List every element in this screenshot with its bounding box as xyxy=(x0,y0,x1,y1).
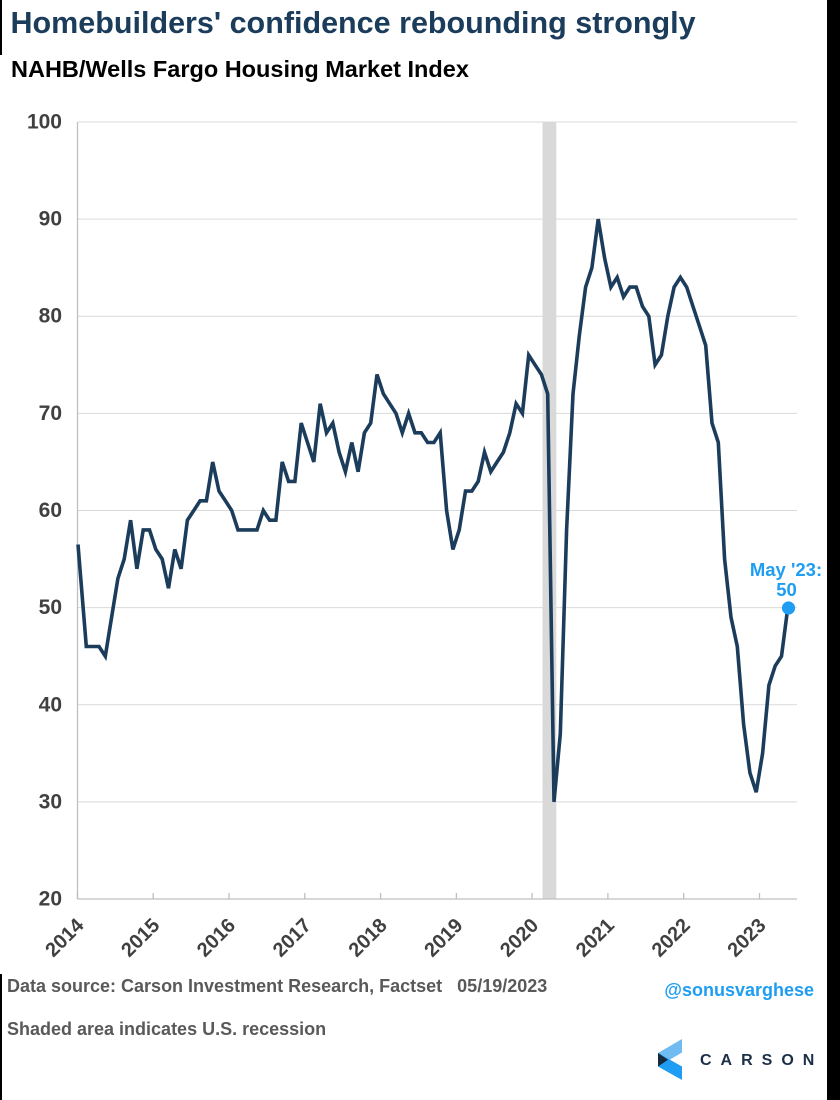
svg-text:70: 70 xyxy=(39,402,62,425)
svg-text:2018: 2018 xyxy=(345,914,392,961)
svg-text:20: 20 xyxy=(39,888,62,911)
svg-text:2022: 2022 xyxy=(648,914,695,961)
svg-text:2023: 2023 xyxy=(724,914,771,961)
svg-text:2020: 2020 xyxy=(496,914,543,961)
svg-text:40: 40 xyxy=(39,693,62,716)
svg-text:2021: 2021 xyxy=(572,914,619,961)
svg-text:2016: 2016 xyxy=(193,914,240,961)
svg-text:80: 80 xyxy=(39,305,62,328)
svg-text:50: 50 xyxy=(39,596,62,619)
svg-text:90: 90 xyxy=(39,208,62,231)
svg-text:2019: 2019 xyxy=(420,914,467,961)
svg-text:2017: 2017 xyxy=(269,914,316,961)
svg-text:2015: 2015 xyxy=(117,914,164,961)
svg-text:50: 50 xyxy=(776,579,797,600)
svg-text:May '23:: May '23: xyxy=(750,559,822,580)
svg-text:2014: 2014 xyxy=(41,914,89,962)
svg-text:100: 100 xyxy=(27,111,62,134)
svg-text:60: 60 xyxy=(39,499,62,522)
svg-text:30: 30 xyxy=(39,790,62,813)
